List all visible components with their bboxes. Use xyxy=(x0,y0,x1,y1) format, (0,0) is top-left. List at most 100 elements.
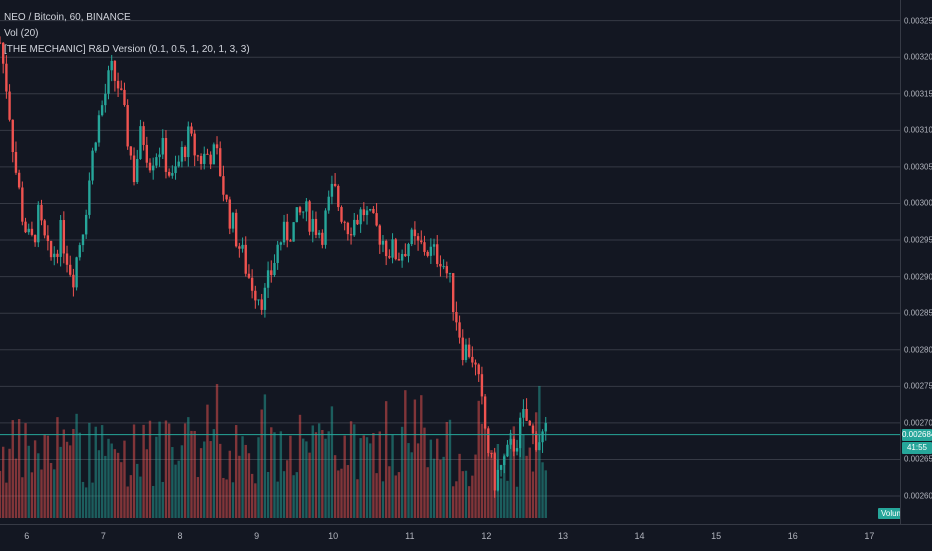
candle-body xyxy=(330,183,334,197)
volume-bar xyxy=(528,447,531,518)
volume-bar xyxy=(423,427,426,518)
volume-bar xyxy=(231,482,235,518)
candle-body xyxy=(400,254,404,261)
candle-body xyxy=(394,239,397,260)
candle-body xyxy=(148,162,152,171)
candle-body xyxy=(1,42,5,64)
candle-body xyxy=(321,232,324,245)
volume-bar xyxy=(69,445,72,518)
candle-body xyxy=(531,425,535,434)
volume-bar xyxy=(534,412,538,518)
volume-bar xyxy=(14,458,18,518)
time-tick-label: 14 xyxy=(634,531,645,541)
candle-body xyxy=(24,221,27,233)
candle-body xyxy=(289,240,292,242)
candle-body xyxy=(164,138,168,172)
candle-body xyxy=(241,244,244,249)
candle-body xyxy=(407,244,410,257)
candle-body xyxy=(349,234,353,236)
candle-body xyxy=(231,212,235,229)
volume-bar xyxy=(544,470,547,518)
candle-body xyxy=(199,155,203,164)
volume-bar xyxy=(225,479,228,518)
volume-bar xyxy=(5,482,8,518)
candle-body xyxy=(512,438,516,452)
candle-body xyxy=(238,246,241,249)
volume-bar xyxy=(531,471,535,518)
candle-body xyxy=(250,277,254,291)
symbol-title[interactable]: NEO / Bitcoin, 60, BINANCE xyxy=(4,12,131,23)
volume-bar xyxy=(110,443,113,518)
volume-bar xyxy=(346,465,350,518)
candle-body xyxy=(420,240,423,243)
candle-body xyxy=(359,209,362,225)
candle-body xyxy=(391,239,394,258)
candle-body xyxy=(266,270,270,288)
volume-bar xyxy=(196,477,200,518)
volume-bar xyxy=(151,485,155,518)
candle-body xyxy=(180,146,184,162)
candle-body xyxy=(356,219,359,225)
candle-body xyxy=(193,133,196,156)
candle-body xyxy=(515,448,519,452)
volume-bar xyxy=(448,419,452,518)
volume-bar xyxy=(62,429,66,518)
time-axis[interactable]: 6 7 8 9 10 11 12 13 14 15 16 17 xyxy=(0,524,932,551)
candle-body xyxy=(493,453,496,491)
candle-body xyxy=(234,212,238,247)
candle-body xyxy=(33,234,37,243)
volume-indicator-label[interactable]: Vol (20) xyxy=(4,28,39,39)
volume-bar xyxy=(174,464,177,518)
volume-bar xyxy=(388,466,391,518)
volume-bar xyxy=(471,475,474,518)
candle-body xyxy=(448,273,452,275)
volume-bar xyxy=(81,481,85,518)
volume-bar xyxy=(183,423,187,518)
volume-bar xyxy=(279,431,283,518)
candle-body xyxy=(273,262,276,276)
volume-bar xyxy=(11,420,14,518)
time-tick-label: 11 xyxy=(405,531,415,541)
volume-bar xyxy=(250,473,254,518)
volume-bar xyxy=(333,455,337,518)
candle-body xyxy=(298,207,302,213)
volume-bar xyxy=(145,449,149,518)
volume-bar xyxy=(177,460,180,518)
candle-body xyxy=(340,207,343,222)
volume-bar xyxy=(209,441,212,518)
candle-body xyxy=(65,253,69,265)
candle-body xyxy=(467,344,471,357)
volume-bar xyxy=(244,444,247,518)
volume-bar xyxy=(458,453,461,518)
candle-body xyxy=(247,273,251,278)
volume-bar xyxy=(321,429,324,518)
volume-bar xyxy=(238,455,241,518)
volume-bar xyxy=(429,439,433,518)
volume-bar xyxy=(187,417,190,518)
mechanic-indicator-label[interactable]: [THE MECHANIC] R&D Version (0.1, 0.5, 1,… xyxy=(4,44,250,55)
candle-body xyxy=(158,154,161,158)
candle-body xyxy=(123,89,126,106)
volume-bar xyxy=(155,436,158,518)
price-chart[interactable]: NEO / Bitcoin, 60, BINANCE Vol (20) [THE… xyxy=(0,0,911,524)
chart-canvas[interactable] xyxy=(0,0,900,524)
volume-bar xyxy=(84,487,88,518)
volume-bar xyxy=(222,477,225,518)
volume-bar xyxy=(340,468,343,518)
candle-body xyxy=(276,244,279,263)
candle-body xyxy=(37,204,40,243)
volume-bar xyxy=(148,420,152,518)
volume-bar xyxy=(37,453,40,518)
volume-bar xyxy=(132,424,136,518)
candle-body xyxy=(142,126,145,145)
candle-body xyxy=(174,166,177,174)
volume-bar xyxy=(499,478,503,518)
volume-bar xyxy=(72,428,75,518)
candle-body xyxy=(292,222,295,242)
